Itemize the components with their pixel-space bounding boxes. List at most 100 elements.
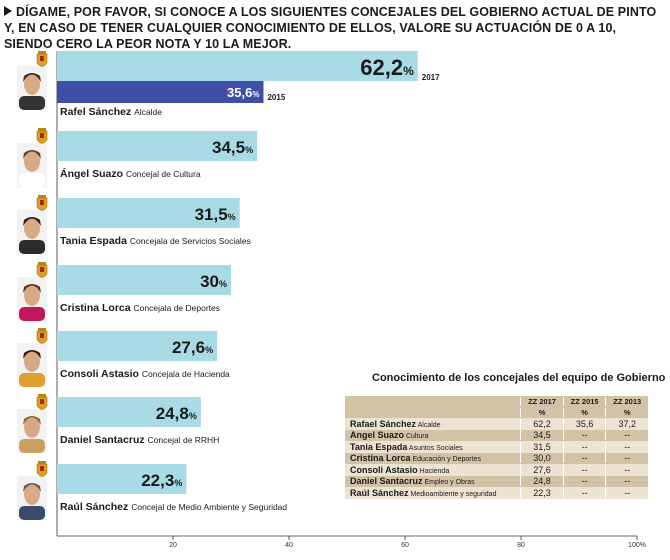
photo-shirt	[19, 506, 45, 520]
table-header-cell: ZZ 2013	[605, 397, 648, 406]
table-header-row: ZZ 2017 ZZ 2015 ZZ 2013	[345, 396, 648, 407]
table-name-cell: Raúl Sánchez Medioambiente y seguridad	[345, 488, 520, 498]
table-councillor-area: Asuntos Sociales	[407, 444, 463, 452]
table-cell-2013: 37,2	[605, 418, 648, 429]
table-cell-2015: --	[562, 453, 606, 464]
photo-face	[24, 150, 40, 172]
table-cell-2013: --	[605, 487, 648, 498]
councillor-name: Cristina Lorca Concejala de Deportes	[60, 302, 220, 314]
table-name-cell: Cristina Lorca Educación y Deportes	[345, 453, 520, 463]
table-cell-2015: --	[562, 476, 606, 487]
percent-sign: %	[189, 411, 197, 421]
photo-hair	[23, 350, 41, 359]
table-unit-cell: %	[605, 408, 648, 417]
triangle-bullet-icon	[4, 6, 12, 16]
table-name-cell: Angel Suazo Cultura	[345, 430, 520, 440]
value-label-2015: 35,6%	[227, 85, 259, 100]
percent-sign: %	[403, 64, 414, 78]
percent-sign: %	[174, 478, 182, 488]
councillor-role: Concejala de Deportes	[134, 303, 220, 313]
table-councillor-area: Empleo y Obras	[422, 479, 475, 487]
councillor-name: Raúl Sánchez Concejal de Medio Ambiente …	[60, 501, 287, 513]
table-row: Consoli Astasio Hacienda 27,6 -- --	[345, 464, 648, 476]
table-row: Cristina Lorca Educación y Deportes 30,0-…	[345, 452, 648, 464]
x-tick-label: 80	[517, 542, 525, 549]
councillor-portrait	[17, 409, 47, 453]
table-cell-2013: --	[605, 453, 648, 464]
table-unit-cell: %	[562, 408, 606, 417]
crest-crown	[38, 51, 46, 54]
crest-emblem	[40, 333, 44, 338]
table-title: Conocimiento de los concejales del equip…	[372, 372, 666, 384]
pinto-crest-icon	[36, 195, 48, 211]
table-councillor-name: Daniel Santacruz	[350, 476, 423, 487]
percent-sign: %	[228, 212, 236, 222]
photo-hair	[23, 150, 41, 159]
crest-emblem	[40, 200, 44, 205]
bar-2015	[57, 81, 264, 103]
table-cell-2017: 27,6	[520, 464, 563, 475]
table-councillor-area: Alcalde	[416, 421, 441, 429]
crest-crown	[38, 394, 46, 397]
pinto-crest-icon	[36, 394, 48, 410]
x-tick-label: 60	[401, 542, 409, 549]
bar-2017	[57, 464, 187, 494]
table-cell-2017: 62,2	[520, 418, 563, 429]
value-label-2017: 34,5%	[212, 138, 253, 157]
councillor-name: Ángel Suazo Concejal de Cultura	[60, 167, 201, 180]
table-row: Rafael Sánchez Alcalde 62,2 35,6 37,2	[345, 418, 648, 430]
survey-question: DÍGAME, POR FAVOR, SI CONOCE A LOS SIGUI…	[4, 4, 666, 52]
bar-2017	[57, 131, 258, 161]
table-unit-cell: %	[520, 408, 563, 417]
table-councillor-name: Angel Suazo	[350, 430, 405, 441]
photo-shirt	[19, 307, 45, 321]
councillor-portrait	[17, 66, 47, 110]
councillor-name: Consoli Astasio Concejala de Hacienda	[60, 368, 230, 380]
councillor-name: Daniel Santacruz Concejal de RRHH	[60, 434, 219, 446]
councillor-portrait	[17, 210, 47, 254]
councillor-portrait	[17, 277, 47, 321]
table-cell-2013: --	[605, 464, 648, 475]
photo-face	[24, 217, 40, 239]
councillor-role: Concejal de Medio Ambiente y Seguridad	[131, 502, 287, 512]
crest-emblem	[40, 267, 44, 272]
table-councillor-name: Raúl Sánchez	[350, 487, 409, 498]
councillor-portrait	[17, 143, 47, 187]
table-header-cell: ZZ 2017	[520, 397, 563, 406]
photo-face	[24, 73, 40, 95]
x-tick-label: 40	[285, 542, 293, 549]
table-name-cell: Tania Espada Asuntos Sociales	[345, 442, 520, 452]
crest-emblem	[40, 133, 44, 138]
value-label-2017: 31,5%	[195, 205, 236, 224]
photo-shirt	[19, 240, 45, 254]
pinto-crest-icon	[36, 328, 48, 344]
photo-face	[24, 350, 40, 372]
table-cell-2017: 22,3	[520, 487, 563, 498]
table-cell-2013: --	[605, 430, 648, 441]
question-text: DÍGAME, POR FAVOR, SI CONOCE A LOS SIGUI…	[4, 5, 657, 51]
x-tick-label: 100%	[628, 542, 646, 549]
table-name-cell: Rafael Sánchez Alcalde	[345, 419, 520, 429]
councillor-role: Concejala de Servicios Sociales	[130, 236, 251, 246]
bar-2017	[57, 397, 201, 427]
table-cell-2017: 24,8	[520, 476, 563, 487]
table-cell-2015: --	[562, 430, 606, 441]
table-cell-2015: --	[562, 464, 606, 475]
photo-face	[24, 284, 40, 306]
councillor-role: Concejal de RRHH	[148, 435, 220, 445]
table-cell-2015: --	[562, 487, 606, 498]
photo-hair	[23, 73, 41, 82]
percent-sign: %	[252, 90, 259, 99]
table-row: Angel Suazo Cultura 34,5 -- --	[345, 429, 648, 441]
photo-hair	[23, 483, 41, 492]
table-row: Tania Espada Asuntos Sociales 31,5 -- --	[345, 441, 648, 453]
bar-2017	[57, 51, 418, 81]
crest-emblem	[40, 399, 44, 404]
table-councillor-name: Consoli Astasio	[350, 464, 418, 475]
pinto-crest-icon	[36, 262, 48, 278]
photo-shirt	[19, 173, 45, 187]
councillor-role: Alcalde	[134, 107, 162, 117]
photo-hair	[23, 217, 41, 226]
photo-face	[24, 416, 40, 438]
table-name-cell: Daniel Santacruz Empleo y Obras	[345, 476, 520, 486]
